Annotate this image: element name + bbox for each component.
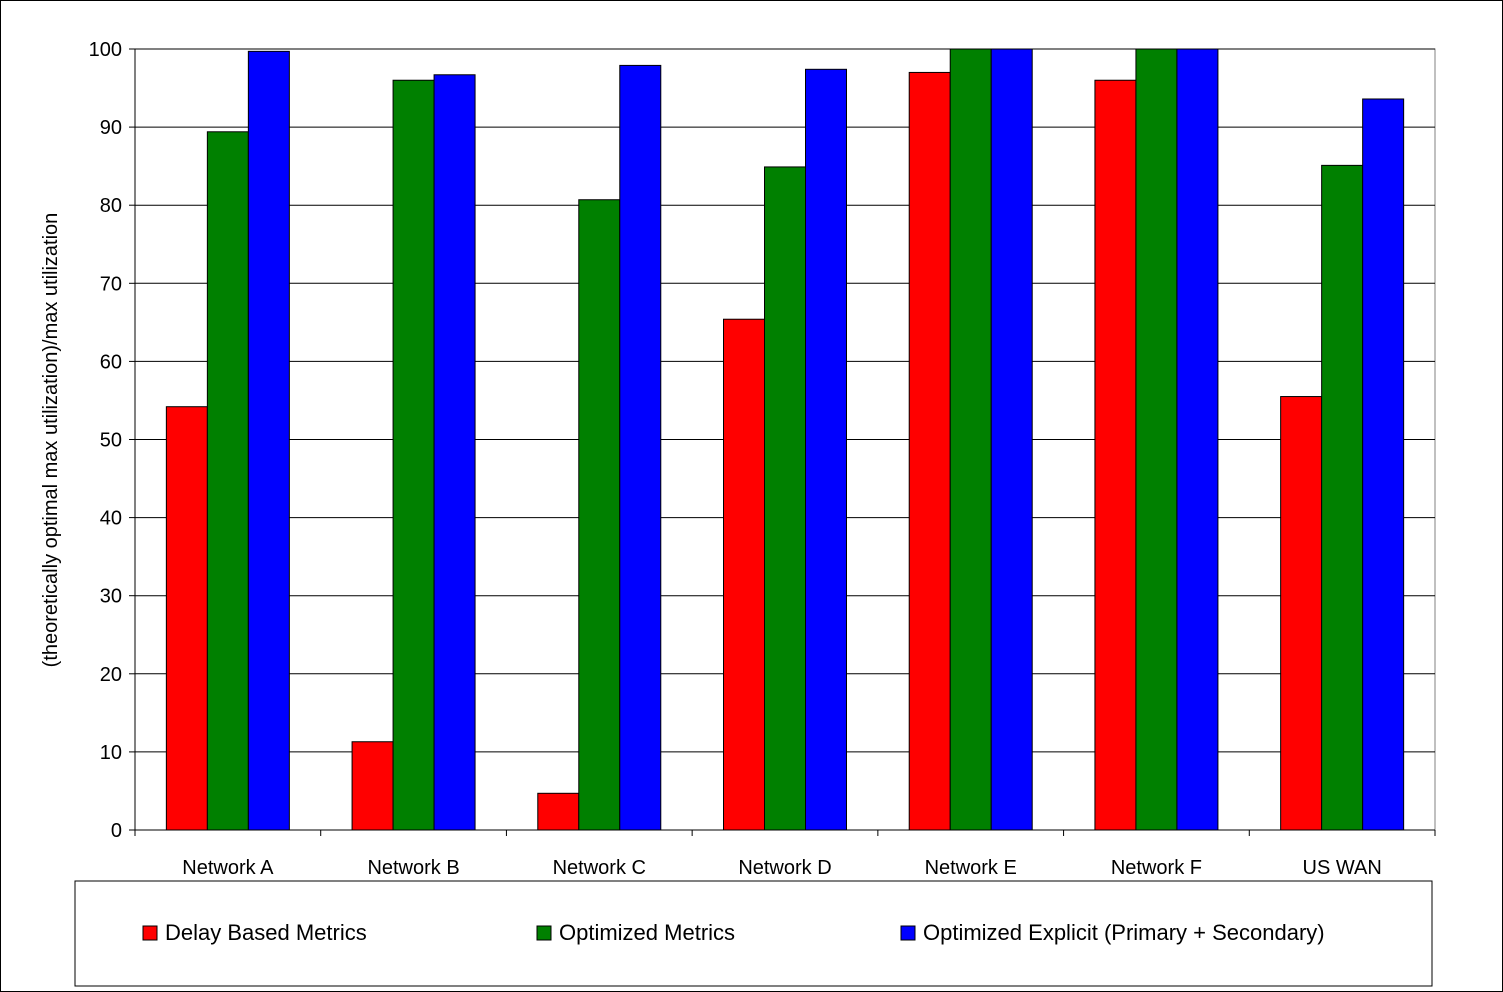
bar [908,71,951,831]
x-category-label: US WAN [1303,857,1382,879]
x-category-label: Network B [367,857,459,879]
y-tick-label: 10 [100,742,122,764]
bar [1176,48,1219,831]
legend-box [74,880,1433,987]
y-tick-label: 0 [111,820,122,842]
bar [723,318,765,831]
legend-label: Delay Based Metrics [165,920,367,945]
bar [537,792,580,831]
legend-label: Optimized Explicit (Primary + Secondary) [923,920,1325,945]
legend: Delay Based Metrics Optimized Metrics Opti… [74,880,1433,987]
legend-swatch [142,925,158,941]
legend-swatch [536,925,552,941]
y-tick-label: 80 [100,195,122,217]
bar [619,64,662,831]
y-tick-label: 70 [100,273,122,295]
y-axis-title: (theoretically optimal max utilization)/… [40,213,62,668]
bar [247,50,290,831]
legend-swatch [900,925,916,941]
legend-label: Optimized Metrics [559,920,735,945]
x-category-label: Network E [925,857,1017,879]
bar [578,199,621,831]
y-tick-label: 50 [100,430,122,452]
y-tick-label: 20 [100,664,122,686]
x-category-label: Network A [182,857,274,879]
y-tick-label: 100 [89,39,122,61]
bars [165,48,1405,831]
axes [129,48,1436,836]
bar [351,741,394,831]
bar [206,131,249,831]
y-tick-label: 60 [100,351,122,373]
y-tick-label: 90 [100,117,122,139]
bar [165,406,208,831]
bar [990,48,1033,831]
bar [1321,164,1364,831]
bar [1135,48,1178,831]
x-category-label: Network F [1111,857,1202,879]
bar [764,166,806,831]
bar [1280,396,1323,831]
x-category-labels: Network A Network B Network C Network D Netw… [182,857,1381,879]
bar [1094,79,1137,831]
x-category-label: Network C [553,857,646,879]
bar [1362,98,1405,831]
bar [433,74,476,831]
bar [949,48,992,831]
x-category-label: Network D [738,857,831,879]
y-tick-label: 40 [100,508,122,530]
bar [805,68,847,831]
y-tick-label: 30 [100,586,122,608]
bar [392,79,435,831]
y-tick-labels: 0 10 20 30 40 50 60 70 80 90 100 [89,39,122,842]
